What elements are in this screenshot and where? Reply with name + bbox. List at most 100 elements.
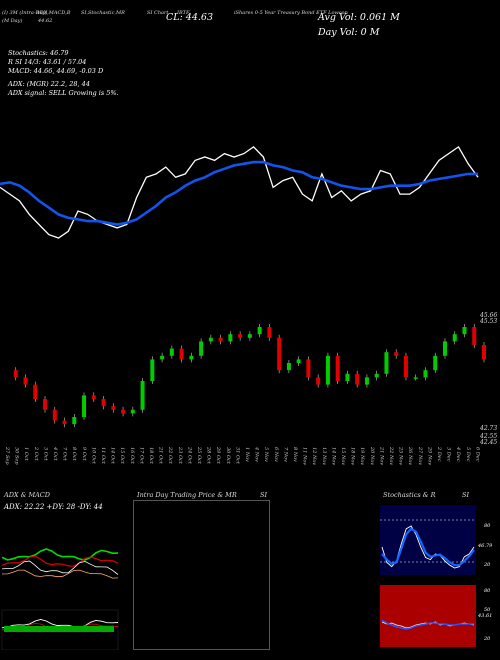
date-label: 29 Nov xyxy=(426,446,432,465)
rsi-subpanel xyxy=(380,585,476,647)
candle-down xyxy=(52,409,57,421)
candle-down xyxy=(91,395,96,399)
date-label: 18 Oct xyxy=(148,447,154,465)
date-label: 8 Oct xyxy=(71,447,77,462)
header-tab-5[interactable]: IBTF xyxy=(177,10,190,16)
candle-up xyxy=(169,348,174,356)
date-label: 15 Nov xyxy=(340,447,346,465)
rsi-value-label: 43.61 xyxy=(477,613,492,619)
macd-histogram xyxy=(4,626,114,632)
stoch-panel-title-right: SI xyxy=(462,491,470,499)
header-tab-3[interactable]: SI,Stochastic,MR xyxy=(81,10,125,16)
date-axis: 27 Sep 30 Sep 1 Oct 2 Oct 3 Oct 4 Oct 7 Oct 8 O… xyxy=(4,446,480,465)
date-label: 19 Nov xyxy=(359,447,365,465)
price-axis-bottom-3: 42.45 xyxy=(480,439,498,446)
price-axis-bottom-1: 42.73 xyxy=(480,425,498,432)
adx-signal-readout: ADX signal: SELL Growing is 5%. xyxy=(8,89,119,97)
macd-line xyxy=(1,619,119,629)
header-line2-label: (M Day) xyxy=(2,18,23,24)
candle-down xyxy=(403,355,408,378)
candle-up xyxy=(189,355,194,360)
moving-average-line xyxy=(0,160,478,226)
date-label: 6 Nov xyxy=(273,447,279,462)
candle-up xyxy=(228,334,233,342)
date-label: 21 Oct xyxy=(158,446,164,465)
date-label: 4 Dec xyxy=(455,446,461,462)
candle-down xyxy=(238,334,243,338)
candle-down xyxy=(101,399,106,407)
adx-readout: ADX: (MGR) 22.2, 28, 44 xyxy=(8,80,90,88)
header-tab-2[interactable]: ADX,MACD,B xyxy=(36,10,71,16)
adx-macd-panel[interactable]: ADX: 22.22 +DY: 28 -DY: 44 xyxy=(0,500,122,650)
date-label: 11 Oct xyxy=(100,447,106,465)
date-label: 3 Dec xyxy=(446,447,452,462)
adx-panel-title: ADX & MACD xyxy=(4,491,50,499)
candle-up xyxy=(384,352,389,374)
candle-up xyxy=(140,381,145,410)
price-axis-top-2: 45.53 xyxy=(480,318,498,325)
date-label: 5 Dec xyxy=(465,447,471,462)
candle-up xyxy=(345,373,350,381)
candle-down xyxy=(62,420,67,425)
candle-up xyxy=(325,355,330,385)
rsi-readout: R SI 14/3: 43.61 / 57.04 xyxy=(8,58,87,66)
candle-up xyxy=(413,377,418,379)
header-tab-6[interactable]: iShares 0-5 Year Treasury Bond ETF Lowco… xyxy=(234,10,348,16)
candle-down xyxy=(277,337,282,371)
date-label: 21 Nov xyxy=(378,446,384,465)
date-label: 14 Nov xyxy=(330,447,336,465)
candle-up xyxy=(160,355,165,360)
date-label: 9 Oct xyxy=(81,447,87,462)
date-label: 1 Nov xyxy=(244,447,250,462)
date-label: 24 Oct xyxy=(186,446,192,465)
minus-di-line xyxy=(1,555,119,567)
date-label: 14 Oct xyxy=(110,447,116,465)
candle-down xyxy=(482,345,486,360)
date-label: 8 Nov xyxy=(292,447,298,462)
candle-up xyxy=(452,334,457,342)
date-label: 22 Oct xyxy=(167,446,173,465)
candle-up xyxy=(296,359,301,363)
adxr-line xyxy=(1,569,119,579)
price-axis-top-1: 45.66 xyxy=(480,312,498,319)
price-line-chart[interactable] xyxy=(0,100,500,280)
candle-up xyxy=(208,337,213,342)
date-label: 17 Oct xyxy=(138,447,144,465)
candlestick-chart[interactable] xyxy=(0,310,500,445)
avg-vol-label: Avg Vol: 0.061 M xyxy=(318,12,400,23)
candle-up xyxy=(199,341,204,356)
header-tab-1[interactable]: (I) 3M (Intra-Day) xyxy=(2,10,48,16)
rsi-axis-20: 20 xyxy=(483,636,491,642)
date-label: 27 Sep xyxy=(4,446,10,465)
date-label: 3 Oct xyxy=(42,447,48,462)
date-label: 18 Nov xyxy=(350,447,356,465)
candle-down xyxy=(316,377,321,385)
date-label: 2 Oct xyxy=(33,446,39,462)
candle-up xyxy=(433,355,438,371)
plus-di-line xyxy=(1,548,119,561)
adx-panel-readout: ADX: 22.22 +DY: 28 -DY: 44 xyxy=(3,503,103,511)
candle-up xyxy=(130,409,135,414)
header-tab-4[interactable]: SI Chart xyxy=(147,10,169,16)
date-label: 22 Nov xyxy=(388,446,394,465)
candle-up xyxy=(286,363,291,371)
date-label: 2 Dec xyxy=(436,446,442,462)
date-label: 12 Nov xyxy=(311,447,317,465)
date-label: 27 Nov xyxy=(417,446,423,465)
date-label: 16 Oct xyxy=(129,447,135,465)
candle-up xyxy=(72,417,77,425)
date-label: 30 Sep xyxy=(14,447,20,465)
date-label: 23 Oct xyxy=(177,446,183,465)
date-label: 4 Oct xyxy=(52,446,58,462)
header-line2-value: 44.62 xyxy=(38,18,53,24)
macd-readout: MACD: 44.66, 44.69, -0.03 D xyxy=(8,67,104,75)
date-label: 28 Oct xyxy=(206,446,212,465)
intraday-panel[interactable] xyxy=(133,500,270,650)
candle-down xyxy=(13,370,18,378)
stochastics-rsi-panel[interactable]: 80 20 46.79 80 50 20 43.61 xyxy=(378,500,500,650)
candle-up xyxy=(442,341,447,356)
date-label: 13 Nov xyxy=(321,447,327,465)
candle-up xyxy=(82,395,87,417)
candle-down xyxy=(267,327,272,338)
candle-down xyxy=(218,337,223,342)
